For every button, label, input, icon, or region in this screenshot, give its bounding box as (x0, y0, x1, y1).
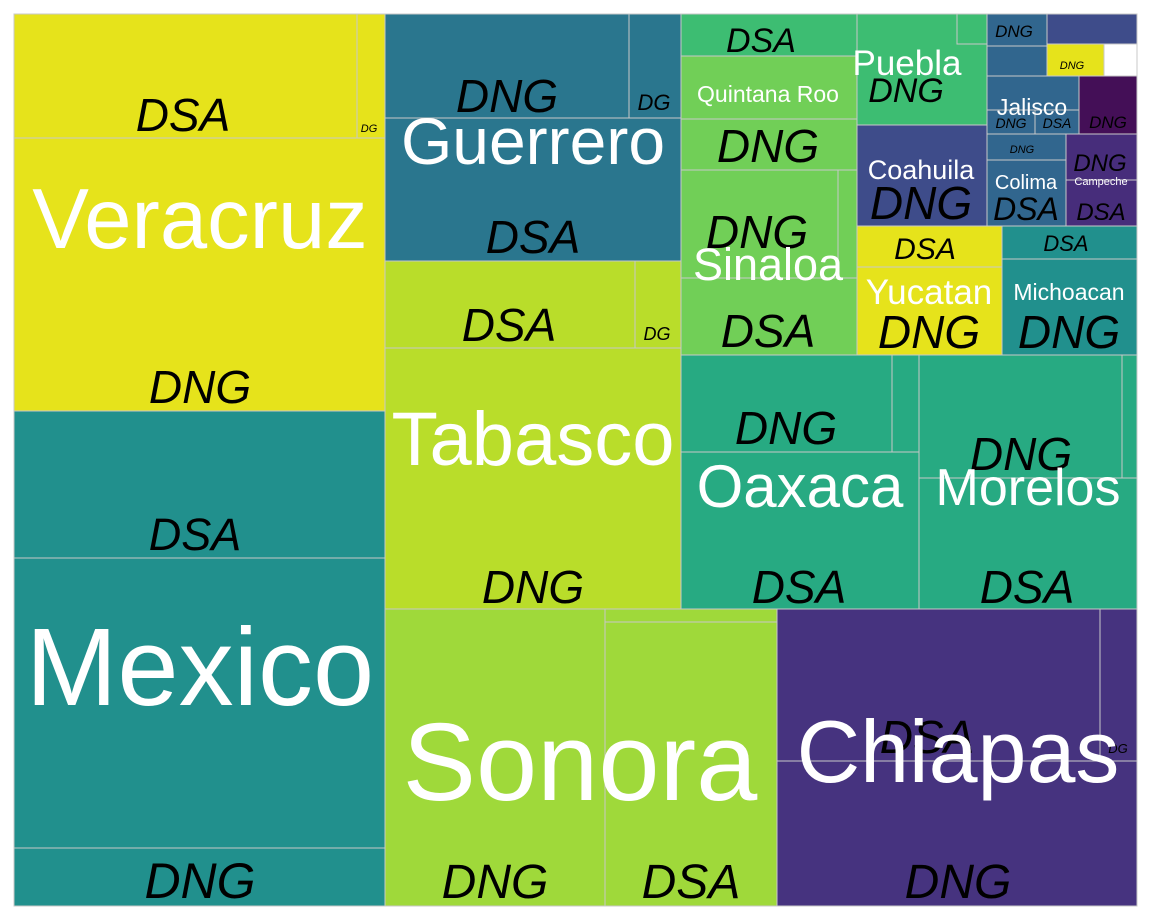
subgroup-label-guerrero-dsa: DSA (486, 211, 581, 263)
subgroup-label-tabasco-dng: DNG (482, 561, 584, 613)
subgroup-tile-jalisco-dsa (1034, 109, 1080, 135)
group-label-oaxaca: Oaxaca (697, 453, 904, 520)
group-label-mexico: Mexico (26, 606, 374, 729)
subgroup-label-unlabeled-dng: DNG (995, 22, 1033, 41)
subgroup-label-chiapas-dng: DNG (905, 856, 1012, 909)
subgroup-label-unlabeled-dng: DNG (1089, 113, 1127, 132)
subgroup-label-sonora-dsa: DSA (642, 856, 741, 909)
subgroup-tile-oaxaca-dng (680, 354, 893, 453)
subgroup-label-quintana-roo-dsa: DSA (726, 22, 796, 60)
group-label-coahuila: Coahuila (868, 155, 976, 185)
subgroup-label-unlabeled-dng: DNG (1060, 60, 1085, 72)
subgroup-tile-unlabeled-dng (986, 13, 1048, 47)
subgroup-label-veracruz-dng: DNG (149, 361, 251, 413)
group-label-colima: Colima (995, 172, 1058, 194)
subgroup-tile-morelos-dsa (918, 477, 1138, 610)
subgroup-label-veracruz-dsa: DSA (136, 89, 231, 141)
subgroup-tile-tabasco-dg (634, 260, 682, 349)
subgroup-label-mexico-dng: DNG (144, 853, 255, 909)
subgroup-label-puebla-dng: DNG (868, 72, 944, 110)
group-label-chiapas: Chiapas (797, 702, 1120, 801)
subgroup-tile-coahuila-dng (856, 124, 988, 227)
group-label-layer: Mexico Veracruz Sonora Chiapas Tabasco Guerre… (26, 44, 1128, 824)
tile-layer (13, 13, 1138, 907)
group-label-tabasco: Tabasco (391, 397, 674, 482)
subgroup-label-michoacan-dsa: DSA (1043, 231, 1088, 256)
subgroup-label-veracruz-dg: DG (361, 123, 378, 135)
subgroup-label-oaxaca-dsa: DSA (752, 561, 847, 613)
subgroup-tile-yucatan-dsa (856, 225, 1003, 268)
subgroup-tile-morelos-dng (918, 354, 1123, 479)
subgroup-tile-guerrero-dng (384, 13, 630, 119)
treemap-frame (13, 13, 1138, 907)
subgroup-tile-puebla-dg (956, 13, 988, 45)
group-label-guerrero: Guerrero (401, 104, 665, 178)
subgroup-label-sinaloa-dng: DNG (706, 206, 808, 258)
subgroup-tile-veracruz-dg (356, 13, 386, 139)
subgroup-tile-veracruz-dsa (13, 13, 358, 139)
subgroup-label-sonora-dng: DNG (442, 856, 549, 909)
subgroup-tile-quintana-roo-dsa (680, 55, 858, 120)
subgroup-tile-colima-dsa (986, 159, 1067, 227)
subgroup-tile-mexico-dng (13, 557, 386, 849)
subgroup-label-guerrero-dg: DG (638, 90, 671, 115)
subgroup-tile-sinaloa-dsa (680, 277, 858, 356)
subgroup-tile-jalisco-dng (986, 109, 1036, 135)
subgroup-label-mexico-dsa: DSA (149, 509, 242, 560)
subgroup-label-yucatan-dng: DNG (878, 306, 980, 358)
subgroup-label-colima-dsa: DSA (993, 191, 1059, 227)
subgroup-label-michoacan-dng: DNG (1018, 306, 1120, 358)
subgroup-tile-tabasco-dsa (384, 260, 636, 349)
subgroup-tile-sonora-dsa (604, 621, 778, 907)
subgroup-tile-unlabeled-dng (1046, 13, 1138, 45)
group-label-sinaloa: Sinaloa (693, 239, 844, 290)
subgroup-label-tabasco-dsa: DSA (462, 299, 557, 351)
group-label-puebla: Puebla (853, 44, 963, 83)
subgroup-tile-chiapas-dng (776, 760, 1138, 907)
subgroup-label-campeche-dsa: DSA (1076, 199, 1125, 226)
group-label-jalisco: Jalisco (997, 94, 1067, 120)
subgroup-tile-unlabeled-dng (1078, 75, 1138, 135)
group-label-quintana-roo: Quintana Roo (697, 81, 839, 107)
group-label-campeche: Campeche (1074, 176, 1127, 188)
subgroup-label-morelos-dng: DNG (970, 428, 1072, 480)
subgroup-label-yucatan-dsa: DSA (894, 233, 956, 266)
sublabel-layer: DNG DSA DNG DSA DG DNG DSA DNG DSA DG DNG DSA DG DSA D… (136, 22, 1128, 909)
subgroup-label-guerrero-dng: DNG (456, 70, 558, 122)
group-label-yucatan: Yucatan (866, 273, 993, 312)
group-label-morelos: Morelos (936, 459, 1121, 517)
subgroup-label-jalisco-dsa: DSA (1043, 115, 1072, 131)
subgroup-label-sinaloa-dsa: DSA (721, 305, 816, 357)
group-label-veracruz: Veracruz (32, 172, 367, 267)
group-label-sonora: Sonora (403, 701, 759, 824)
subgroup-label-oaxaca-dng: DNG (735, 402, 837, 454)
subgroup-label-campeche-dng: DNG (1073, 150, 1126, 177)
subgroup-tile-campeche-dng (1065, 179, 1138, 227)
subgroup-label-chiapas-dsa: DSA (880, 711, 975, 763)
subgroup-tile-guerrero-dsa (384, 117, 682, 262)
subgroup-label-quintana-roo-dng: DNG (717, 120, 819, 172)
subgroup-label-chiapas-dg: DG (1108, 741, 1128, 756)
subgroup-label-jalisco-dng: DNG (995, 115, 1026, 131)
group-label-michoacan: Michoacan (1013, 279, 1124, 305)
subgroup-label-morelos-dsa: DSA (980, 561, 1075, 613)
subgroup-tile-sinaloa-dng (680, 169, 839, 279)
subgroup-tile-unlabeled-dng (1046, 43, 1105, 77)
subgroup-tile-tabasco-dng (384, 347, 682, 610)
subgroup-label-coahuila-dng: DNG (870, 177, 972, 229)
subgroup-tile-unlabeled-dg (680, 13, 858, 57)
subgroup-tile-veracruz-dng (13, 137, 386, 412)
subgroup-tile-yucatan-dng (856, 266, 1003, 356)
subgroup-label-tabasco-dg: DG (644, 324, 671, 344)
subgroup-tile-michoacan-dsa (1001, 225, 1138, 260)
subgroup-tile-chiapas-dsa (776, 608, 1101, 762)
subgroup-label-unlabeled-dng: DNG (1010, 144, 1035, 156)
